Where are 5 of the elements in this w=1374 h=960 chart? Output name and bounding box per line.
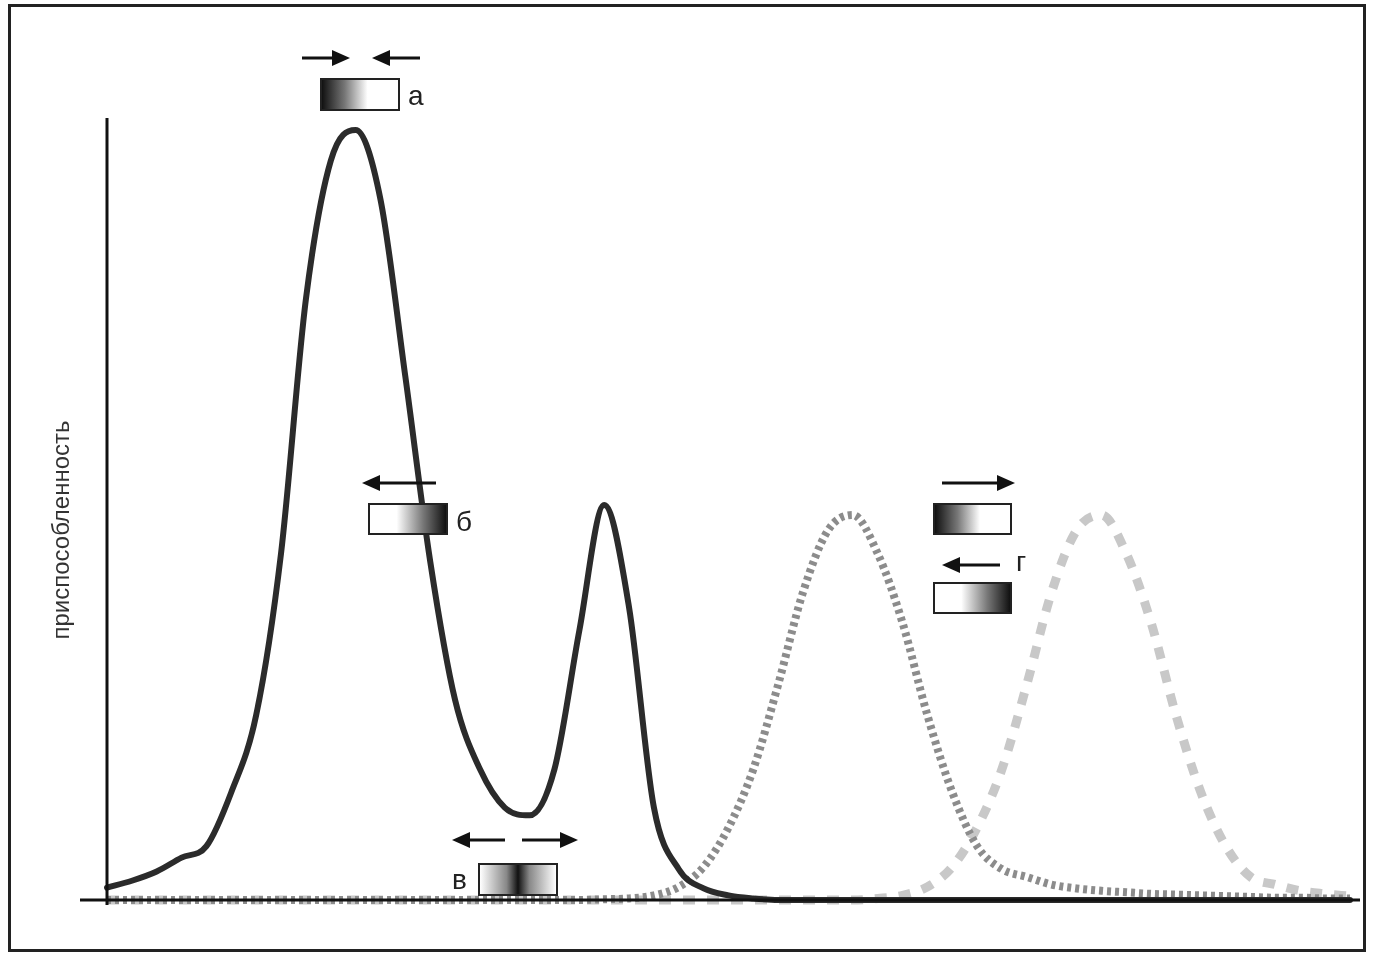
annotation: г (1016, 546, 1027, 577)
annotation: в (452, 864, 467, 895)
y-axis-title: приспособленность (46, 420, 74, 640)
text: а (408, 80, 424, 111)
annotation: б (456, 506, 473, 537)
